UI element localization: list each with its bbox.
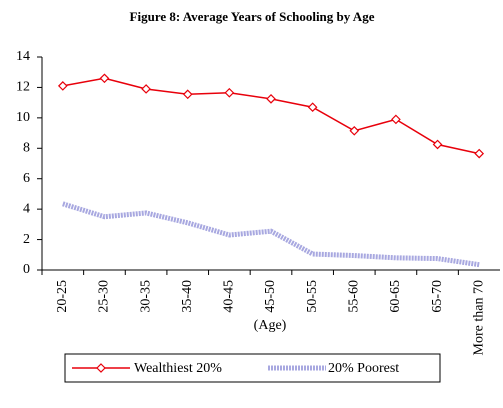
marker [391, 114, 401, 125]
marker [432, 139, 443, 150]
chart-title: Figure 8: Average Years of Schooling by … [130, 9, 375, 24]
y-tick-label: 0 [23, 262, 30, 277]
line [62, 201, 480, 268]
y-tick-label: 6 [23, 171, 30, 186]
marker [99, 73, 110, 84]
x-tick-label: More than 70 [471, 280, 486, 355]
x-tick-label: 65-70 [430, 280, 445, 313]
x-tick-label: 40-45 [222, 280, 237, 313]
x-tick-label: 20-25 [55, 280, 70, 313]
y-tick-label: 8 [23, 141, 30, 156]
x-tick-label: 50-55 [305, 280, 320, 313]
marker [57, 81, 68, 91]
marker [349, 125, 360, 136]
x-tick-label: 35-40 [180, 280, 195, 313]
y-tick-label: 14 [16, 49, 30, 64]
x-tick-label: 55-60 [346, 280, 361, 313]
marker [141, 84, 151, 94]
x-tick-label: 45-50 [263, 280, 278, 313]
y-tick-label: 2 [23, 232, 30, 247]
x-tick-label: 60-65 [388, 280, 403, 313]
legend-label: 20% Poorest [328, 361, 399, 376]
legend-label: Wealthiest 20% [134, 361, 222, 376]
marker [266, 93, 276, 104]
x-tick-label: 30-35 [138, 280, 153, 313]
marker [307, 102, 318, 113]
x-axis-label: (Age) [254, 318, 287, 333]
legend-marker [96, 363, 106, 373]
y-tick-label: 10 [16, 110, 30, 125]
line [62, 77, 480, 155]
y-tick-label: 4 [23, 201, 30, 216]
marker [224, 87, 235, 98]
marker [182, 89, 193, 100]
y-tick-label: 12 [16, 80, 30, 95]
marker [474, 148, 485, 159]
x-tick-label: 25-30 [97, 280, 112, 313]
